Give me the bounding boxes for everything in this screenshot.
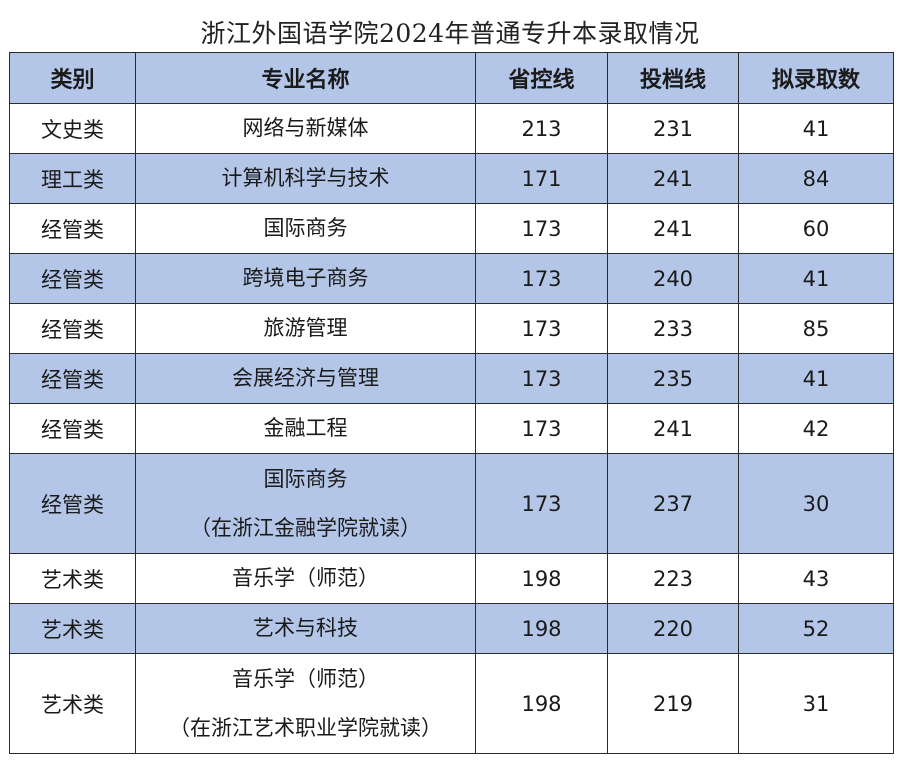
cell-major: 金融工程	[135, 403, 476, 454]
cell-filing-line: 220	[607, 603, 739, 654]
cell-filing-line: 219	[607, 653, 739, 754]
cell-province-line: 198	[475, 603, 608, 654]
cell-major: 旅游管理	[135, 303, 476, 354]
cell-major-line: 国际商务	[263, 216, 348, 240]
cell-admit-count: 52	[738, 603, 894, 654]
table-body: 文史类 网络与新媒体 213 231 41 理工类 计算机科学与技术 171 241 84 经管类国…	[9, 103, 894, 754]
cell-admit-count: 42	[738, 403, 894, 454]
cell-major: 网络与新媒体	[135, 103, 476, 154]
header-admit-count: 拟录取数	[738, 52, 894, 104]
table-row: 艺术类 音乐学（师范） 198 223 43	[9, 553, 894, 604]
cell-major-line: 网络与新媒体	[242, 116, 369, 140]
cell-province-line: 198	[475, 653, 608, 754]
cell-admit-count: 84	[738, 153, 894, 204]
cell-major: 音乐学（师范）	[135, 553, 476, 604]
cell-province-line: 173	[475, 353, 608, 404]
cell-category: 艺术类	[9, 603, 136, 654]
cell-category: 经管类	[9, 453, 136, 554]
cell-major: 计算机科学与技术	[135, 153, 476, 204]
cell-major-line: 音乐学（师范）	[232, 666, 379, 691]
cell-major-line: 旅游管理	[263, 316, 348, 340]
cell-admit-count: 41	[738, 253, 894, 304]
cell-filing-line: 235	[607, 353, 739, 404]
cell-category: 理工类	[9, 153, 136, 204]
cell-admit-count: 85	[738, 303, 894, 354]
cell-admit-count: 30	[738, 453, 894, 554]
table-row: 艺术类 音乐学（师范） （在浙江艺术职业学院就读） 198 219 31	[9, 653, 894, 754]
cell-province-line: 173	[475, 253, 608, 304]
table-row: 经管类 国际商务 （在浙江金融学院就读） 173 237 30	[9, 453, 894, 554]
cell-major-line: 艺术与科技	[253, 616, 358, 640]
cell-major: 艺术与科技	[135, 603, 476, 654]
header-major: 专业名称	[135, 52, 476, 104]
cell-category: 经管类	[9, 353, 136, 404]
table-row: 文史类 网络与新媒体 213 231 41	[9, 103, 894, 154]
cell-major-line: 计算机科学与技术	[221, 166, 390, 190]
table-row: 经管类 国际商务 173 241 60	[9, 203, 894, 254]
cell-province-line: 198	[475, 553, 608, 604]
cell-category: 文史类	[9, 103, 136, 154]
cell-major-line: 国际商务	[263, 466, 348, 491]
cell-filing-line: 241	[607, 153, 739, 204]
cell-province-line: 173	[475, 403, 608, 454]
cell-major: 会展经济与管理	[135, 353, 476, 404]
cell-filing-line: 241	[607, 403, 739, 454]
page-title: 浙江外国语学院2024年普通专升本录取情况	[200, 19, 700, 48]
cell-category: 经管类	[9, 203, 136, 254]
cell-admit-count: 31	[738, 653, 894, 754]
cell-filing-line: 237	[607, 453, 739, 554]
table-row: 经管类 金融工程 173 241 42	[9, 403, 894, 454]
cell-filing-line: 241	[607, 203, 739, 254]
cell-filing-line: 233	[607, 303, 739, 354]
cell-major-line: 会展经济与管理	[232, 366, 379, 390]
cell-province-line: 213	[475, 103, 608, 154]
cell-category: 经管类	[9, 403, 136, 454]
cell-major: 国际商务 （在浙江金融学院就读）	[135, 453, 476, 554]
cell-filing-line: 240	[607, 253, 739, 304]
cell-filing-line: 231	[607, 103, 739, 154]
cell-major: 跨境电子商务	[135, 253, 476, 304]
cell-major-line: 金融工程	[263, 416, 348, 440]
cell-filing-line: 223	[607, 553, 739, 604]
cell-admit-count: 41	[738, 103, 894, 154]
admission-table: 类别 专业名称 省控线 投档线 拟录取数 文史类 网络与新媒体 213 231 41 理工…	[9, 52, 894, 754]
table-row: 理工类 计算机科学与技术 171 241 84	[9, 153, 894, 204]
table-row: 经管类 旅游管理 173 233 85	[9, 303, 894, 354]
cell-major-line: 音乐学（师范）	[232, 566, 379, 590]
cell-major-line: （在浙江金融学院就读）	[190, 515, 421, 540]
cell-category: 经管类	[9, 303, 136, 354]
cell-province-line: 173	[475, 303, 608, 354]
cell-major: 音乐学（师范） （在浙江艺术职业学院就读）	[135, 653, 476, 754]
cell-admit-count: 60	[738, 203, 894, 254]
cell-admit-count: 43	[738, 553, 894, 604]
header-province-line: 省控线	[475, 52, 608, 104]
cell-province-line: 171	[475, 153, 608, 204]
table-row: 经管类 会展经济与管理 173 235 41	[9, 353, 894, 404]
cell-province-line: 173	[475, 203, 608, 254]
table-header-row: 类别 专业名称 省控线 投档线 拟录取数	[9, 52, 894, 104]
header-filing-line: 投档线	[607, 52, 739, 104]
cell-category: 经管类	[9, 253, 136, 304]
table-row: 经管类 跨境电子商务 173 240 41	[9, 253, 894, 304]
cell-major-line: （在浙江艺术职业学院就读）	[169, 715, 442, 740]
cell-major: 国际商务	[135, 203, 476, 254]
header-category: 类别	[9, 52, 136, 104]
cell-province-line: 173	[475, 453, 608, 554]
cell-category: 艺术类	[9, 553, 136, 604]
table-row: 艺术类 艺术与科技 198 220 52	[9, 603, 894, 654]
cell-admit-count: 41	[738, 353, 894, 404]
cell-major-line: 跨境电子商务	[242, 266, 369, 290]
cell-category: 艺术类	[9, 653, 136, 754]
